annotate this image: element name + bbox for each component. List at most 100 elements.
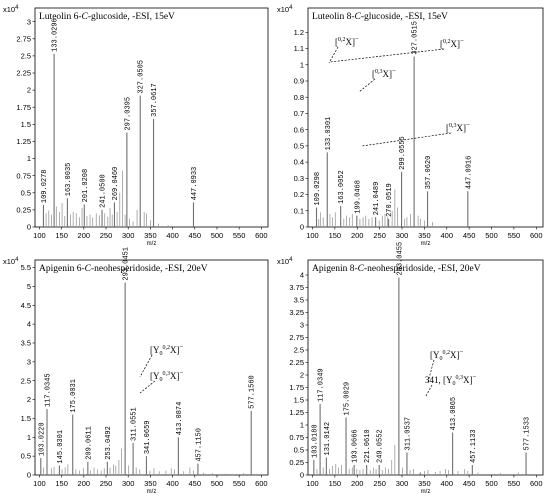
x-tick-label: 200 — [78, 479, 91, 488]
peak-label: 577.1560 — [249, 375, 257, 409]
peak-label: 103.0180 — [311, 424, 319, 458]
peak-label: 253.0492 — [105, 426, 113, 460]
peak-label: 249.0552 — [377, 429, 385, 463]
annotation-leader — [361, 132, 452, 147]
y-tick-label: 2 — [27, 395, 31, 404]
peak-label: 299.0555 — [399, 136, 407, 170]
peak-label: 269.0460 — [112, 167, 120, 201]
x-tick-label: 500 — [485, 479, 498, 488]
x-tick-label: 600 — [530, 479, 543, 488]
y-tick-label: 3 — [300, 321, 304, 330]
y-tick-label: 0.25 — [289, 458, 304, 467]
y-tick-label: 4.5 — [21, 301, 31, 310]
x-tick-label: 550 — [508, 479, 521, 488]
peak-label: 175.0031 — [70, 379, 78, 413]
fragment-annotation: [Y00,2X]− — [430, 348, 464, 362]
spectrum-panel-4: x104 Apigenin 8-C-neohesperidoside, -ESI,… — [277, 242, 544, 495]
fragment-annotation: [0,3X]− — [446, 121, 470, 133]
fragment-annotation: [0,2X]− — [440, 37, 464, 49]
peak-label: 109.0278 — [41, 169, 49, 203]
peak-label: 293.0451 — [123, 247, 131, 281]
y-tick-label: 2.5 — [21, 52, 31, 61]
y-tick-label: 0.3 — [294, 174, 304, 183]
x-tick-label: 250 — [100, 479, 113, 488]
fragment-annotation: [0,2X]− — [335, 35, 359, 47]
x-tick-label: 350 — [144, 231, 157, 240]
spectrum-panel-1: x104 Luteolin 6-C-glucoside, -ESI, 15eV 0 0… — [3, 5, 396, 247]
peak-label: 209.0611 — [85, 426, 93, 460]
x-tick-label: 150 — [55, 479, 68, 488]
y-tick-label: 0.4 — [294, 158, 304, 167]
y-tick-label: 3 — [27, 17, 31, 26]
x-tick-label: 350 — [418, 231, 431, 240]
y-tick-label: 2.75 — [289, 333, 304, 342]
x-tick-label: 350 — [418, 479, 431, 488]
peak-label: 270.0519 — [386, 183, 394, 217]
x-tick-label: 250 — [373, 479, 386, 488]
y-tick-label: 0.75 — [16, 171, 31, 180]
y-tick-label: 1 — [300, 421, 304, 430]
x-tick-label: 500 — [211, 231, 224, 240]
y-tick-label: 1.75 — [289, 383, 304, 392]
annotation-leader — [139, 354, 153, 378]
y-tick-label: 1.25 — [16, 137, 31, 146]
peak-label: 327.0505 — [138, 60, 146, 94]
peak-label: 163.0035 — [65, 163, 73, 197]
x-tick-label: 550 — [233, 479, 246, 488]
y-tick-label: 4 — [300, 271, 304, 280]
chart-title: Luteolin 6-C-glucoside, -ESI, 15eV — [39, 12, 175, 22]
y-tick-label: 4 — [27, 320, 31, 329]
peak-label: 163.0052 — [338, 170, 346, 204]
y-tick-label: 3 — [27, 357, 31, 366]
peak-label: 109.0298 — [314, 172, 322, 206]
y-multiplier: x104 — [3, 5, 19, 14]
x-tick-label: 100 — [33, 479, 46, 488]
x-tick-label: 300 — [396, 479, 409, 488]
x-tick-label: 100 — [33, 231, 46, 240]
x-tick-label: 150 — [329, 231, 342, 240]
annotation-leader — [328, 46, 339, 64]
peak-label: 413.0874 — [176, 402, 184, 436]
annotation-leader — [139, 380, 156, 394]
y-tick-label: 2.25 — [16, 69, 31, 78]
y-tick-label: 0 — [27, 223, 31, 232]
y-tick-label: 1.75 — [16, 103, 31, 112]
x-tick-label: 450 — [463, 231, 476, 240]
chart-title: Apigenin 6-C-neohesperidoside, -ESI, 20e… — [39, 264, 208, 274]
y-tick-label: 0.8 — [294, 93, 304, 102]
y-tick-label: 2.5 — [21, 376, 31, 385]
y-tick-label: 0.1 — [294, 206, 304, 215]
peak-label: 117.0349 — [318, 368, 326, 402]
y-tick-label: 1.2 — [294, 28, 304, 37]
y-tick-label: 0.6 — [294, 125, 304, 134]
fragment-annotation: [Y00,2X]− — [150, 343, 184, 357]
x-tick-label: 300 — [396, 231, 409, 240]
x-tick-label: 400 — [441, 479, 454, 488]
y-tick-label: 1.5 — [21, 414, 31, 423]
y-tick-label: 5.5 — [21, 263, 31, 272]
peak-label: 133.0296 — [52, 18, 60, 52]
x-tick-label: 550 — [233, 231, 246, 240]
peak-label: 199.0468 — [354, 180, 362, 214]
peak-label: 117.0345 — [44, 373, 52, 407]
x-tick-label: 450 — [189, 479, 202, 488]
y-tick-label: 0 — [300, 471, 304, 480]
plot-frame — [34, 259, 269, 476]
annotation-leader — [425, 384, 433, 397]
fragment-annotation: [Y00,3X]− — [150, 369, 184, 383]
y-tick-label: 0 — [300, 223, 304, 232]
peak-label: 297.0395 — [124, 97, 132, 131]
y-tick-label: 0 — [27, 471, 31, 480]
peak-label: 357.0620 — [425, 156, 433, 190]
x-tick-label: 150 — [329, 479, 342, 488]
peak-label: 457.1133 — [470, 429, 478, 463]
y-tick-label: 1.1 — [294, 44, 304, 53]
y-tick-label: 1.5 — [294, 396, 304, 405]
x-tick-label: 200 — [78, 231, 91, 240]
y-multiplier: x104 — [277, 5, 293, 14]
y-multiplier: x104 — [3, 257, 19, 266]
x-tick-label: 200 — [351, 479, 364, 488]
peak-label: 447.0933 — [191, 167, 199, 201]
peak-label: 201.0208 — [82, 169, 90, 203]
y-tick-label: 0.75 — [289, 433, 304, 442]
